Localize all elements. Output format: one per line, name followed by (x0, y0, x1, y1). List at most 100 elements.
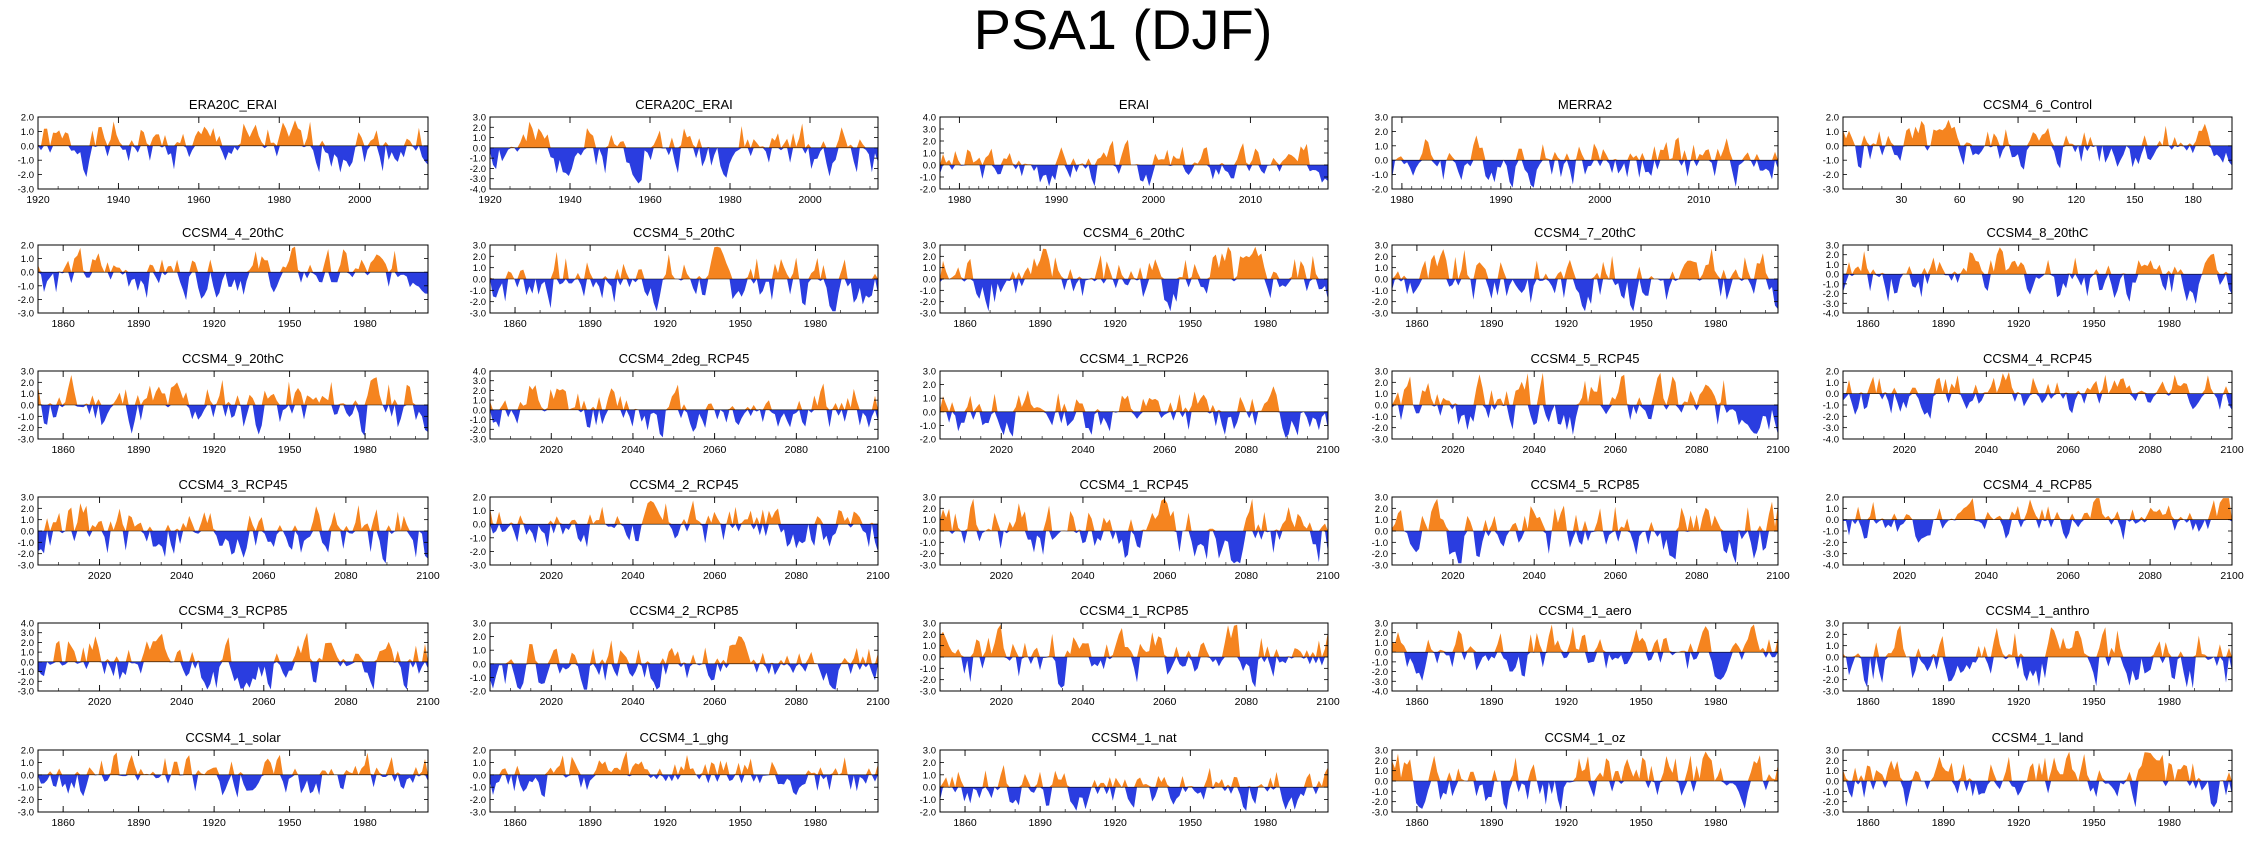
y-tick-label: 2.0 (473, 632, 486, 643)
x-tick-label: 1980 (1390, 194, 1414, 206)
y-tick-label: 3.0 (1375, 113, 1388, 124)
y-tick-label: -1.0 (920, 664, 936, 675)
y-tick-label: 2.0 (923, 758, 936, 769)
y-tick-label: 2.0 (21, 504, 34, 515)
y-tick-label: -1.0 (920, 173, 936, 184)
y-tick-label: -3.0 (1372, 677, 1388, 688)
negative-anomaly-area (490, 409, 878, 438)
y-tick-label: -3.0 (1372, 309, 1388, 320)
x-tick-label: 2000 (1142, 194, 1166, 206)
y-tick-label: 2.0 (1826, 756, 1839, 767)
y-tick-label: 2.0 (923, 504, 936, 515)
positive-anomaly-area (38, 246, 428, 273)
y-tick-label: 1.0 (1826, 127, 1839, 138)
x-tick-label: 2040 (621, 444, 645, 456)
plot-frame (489, 116, 879, 190)
x-tick-label: 1860 (953, 318, 977, 330)
y-tick-label: -1.0 (1372, 412, 1388, 423)
page-title: PSA1 (DJF) (973, 0, 1273, 61)
negative-anomaly-area (1392, 652, 1778, 681)
y-tick-label: 2.0 (1826, 250, 1839, 261)
y-tick-label: -3.0 (1823, 808, 1839, 819)
x-tick-label: 1980 (353, 444, 377, 456)
x-tick-label: 2100 (1766, 570, 1790, 582)
positive-anomaly-area (1392, 248, 1778, 279)
y-tick-label: 2.0 (923, 252, 936, 263)
negative-anomaly-area (1843, 519, 2232, 543)
x-tick-label: 2020 (540, 570, 564, 582)
positive-anomaly-area (940, 139, 1328, 165)
plot-frame (37, 622, 429, 692)
panel-ccsm4-5-rcp85: CCSM4_5_RCP85 3.02.01.00.0-1.0-2.0-3.0 202… (1372, 477, 1790, 582)
x-tick-label: 1950 (2082, 817, 2106, 829)
y-tick-label: -3.0 (18, 185, 34, 196)
x-tick-label: 2100 (2220, 444, 2244, 456)
y-tick-label: 3.0 (21, 367, 34, 378)
x-tick-label: 1890 (127, 318, 151, 330)
x-tick-label: 2080 (1685, 444, 1709, 456)
y-tick-label: -2.0 (1823, 412, 1839, 423)
panel-ccsm4-3-rcp85: CCSM4_3_RCP85 4.03.02.01.00.0-1.0-2.0-3.0… (18, 603, 440, 708)
y-tick-label: 2.0 (473, 386, 486, 397)
y-tick-label: 1.0 (473, 506, 486, 517)
y-tick-label: 2.0 (1375, 504, 1388, 515)
y-tick-label: -2.0 (1372, 297, 1388, 308)
y-tick-label: -1.0 (470, 154, 486, 165)
x-tick-label: 2040 (1523, 444, 1547, 456)
negative-anomaly-area (1843, 274, 2232, 304)
y-tick-label: -1.0 (1823, 401, 1839, 412)
y-tick-label: 1.0 (473, 263, 486, 274)
x-tick-label: 1860 (1405, 817, 1429, 829)
x-tick-label: 2060 (252, 696, 276, 708)
plot-frame (37, 116, 429, 190)
x-tick-label: 2060 (1153, 696, 1177, 708)
positive-anomaly-area (1392, 624, 1778, 653)
y-tick-label: -3.0 (920, 309, 936, 320)
y-tick-label: -2.0 (1372, 423, 1388, 434)
y-tick-label: 4.0 (21, 619, 34, 630)
x-tick-label: 1950 (2082, 696, 2106, 708)
y-tick-label: 0.0 (473, 405, 486, 416)
panel-ccsm4-1-rcp85: CCSM4_1_RCP85 3.02.01.00.0-1.0-2.0-3.0 202… (920, 603, 1340, 708)
y-tick-label: -1.0 (1372, 538, 1388, 549)
x-tick-label: 1980 (1704, 817, 1728, 829)
x-tick-label: 1980 (1704, 318, 1728, 330)
y-tick-label: -4.0 (1823, 435, 1839, 446)
y-tick-label: 3.0 (1375, 241, 1388, 252)
y-tick-label: -1.0 (18, 412, 34, 423)
y-tick-label: 1.0 (1375, 638, 1388, 649)
y-tick-label: -1.0 (18, 281, 34, 292)
positive-anomaly-area (490, 636, 878, 664)
panel-title: MERRA2 (1558, 97, 1612, 112)
panel-ccsm4-1-ghg: CCSM4_1_ghg 2.01.00.0 -1.0-2.0 -3.0 1860 1890… (470, 730, 879, 829)
x-tick-label: 2040 (1975, 444, 1999, 456)
y-tick-label: 3.0 (923, 125, 936, 136)
x-tick-label: 1890 (1932, 817, 1956, 829)
panel-title: CCSM4_1_aero (1538, 603, 1631, 618)
panel-ccsm4-1-nat: CCSM4_1_nat 3.02.01.0 0.0-1.0 -2.0 1860 1890 1… (920, 730, 1329, 829)
negative-anomaly-area (38, 661, 428, 690)
y-tick-label: 3.0 (21, 628, 34, 639)
x-tick-label: 1890 (1932, 318, 1956, 330)
y-tick-label: -1.0 (470, 415, 486, 426)
y-tick-label: -1.0 (18, 538, 34, 549)
x-tick-label: 1920 (202, 817, 226, 829)
plot-frame (1842, 496, 2233, 566)
panel-ccsm4-1-land: CCSM4_1_land 3.02.01.00.0-1.0-2.0-3.0 1860… (1823, 730, 2233, 829)
panel-ccsm4-4-rcp45: CCSM4_4_RCP45 2.01.00.0-1.0-2.0-3.0-4.0 20… (1823, 351, 2244, 456)
y-tick-label: 3.0 (473, 376, 486, 387)
y-tick-label: 1.0 (923, 149, 936, 160)
panel-title: CCSM4_6_20thC (1083, 225, 1185, 240)
y-tick-label: 3.0 (923, 619, 936, 630)
x-tick-label: 2040 (1071, 444, 1095, 456)
y-tick-label: 0.0 (21, 401, 34, 412)
x-tick-label: 1990 (1489, 194, 1513, 206)
panel-title: CCSM4_4_20thC (182, 225, 284, 240)
y-tick-label: 0.0 (473, 520, 486, 531)
y-tick-label: 2.0 (923, 630, 936, 641)
y-tick-label: 3.0 (473, 619, 486, 630)
x-tick-label: 90 (2012, 194, 2024, 206)
x-tick-label: 1980 (804, 318, 828, 330)
x-tick-label: 2100 (416, 696, 440, 708)
y-tick-label: 2.0 (473, 252, 486, 263)
